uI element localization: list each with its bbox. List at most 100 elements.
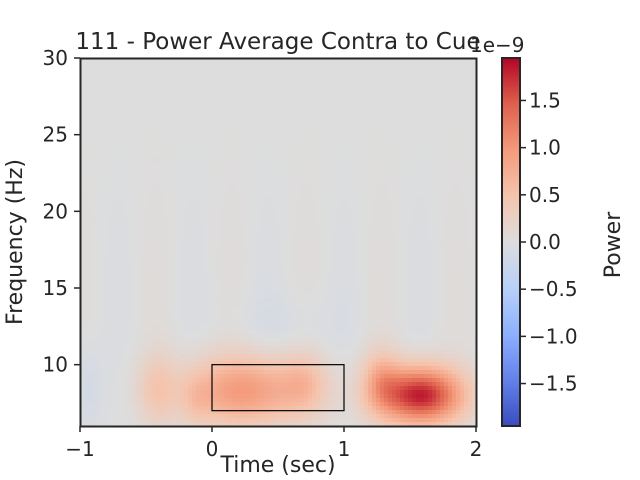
heatmap-cell (128, 78, 133, 83)
heatmap-cell (124, 138, 129, 143)
heatmap-cell (368, 202, 373, 207)
heatmap-cell (200, 146, 205, 151)
heatmap-cell (136, 194, 141, 199)
heatmap-cell (100, 146, 105, 151)
heatmap-cell (336, 110, 341, 115)
heatmap-cell (272, 66, 277, 71)
heatmap-cell (392, 70, 397, 75)
heatmap-cell (400, 82, 405, 87)
heatmap-cell (96, 86, 101, 91)
heatmap-cell (144, 246, 149, 251)
heatmap-cell (348, 162, 353, 167)
heatmap-cell (152, 70, 157, 75)
heatmap-cell (208, 70, 213, 75)
heatmap-cell (156, 110, 161, 115)
heatmap-cell (192, 198, 197, 203)
heatmap-cell (256, 130, 261, 135)
heatmap-cell (128, 174, 133, 179)
heatmap-cell (124, 114, 129, 119)
heatmap-cell (132, 70, 137, 75)
heatmap-cell (260, 66, 265, 71)
heatmap-cell (420, 198, 425, 203)
heatmap-cell (272, 190, 277, 195)
heatmap-cell (432, 182, 437, 187)
heatmap-cell (428, 74, 433, 79)
heatmap-cell (276, 106, 281, 111)
heatmap-cell (84, 158, 89, 163)
heatmap-cell (208, 246, 213, 251)
heatmap-cell (428, 186, 433, 191)
heatmap-cell (120, 250, 125, 255)
heatmap-cell (116, 258, 121, 263)
heatmap-cell (148, 62, 153, 67)
heatmap-cell (332, 142, 337, 147)
heatmap-cell (432, 206, 437, 211)
heatmap-cell (112, 230, 117, 235)
heatmap-cell (424, 90, 429, 95)
heatmap-cell (372, 162, 377, 167)
heatmap-cell (384, 90, 389, 95)
heatmap-cell (264, 246, 269, 251)
heatmap-cell (428, 98, 433, 103)
heatmap-cell (464, 118, 469, 123)
heatmap-cell (328, 254, 333, 259)
heatmap-cell (216, 94, 221, 99)
heatmap-cell (120, 198, 125, 203)
heatmap-cell (196, 74, 201, 79)
heatmap-cell (420, 178, 425, 183)
heatmap-cell (372, 94, 377, 99)
heatmap-cell (212, 166, 217, 171)
heatmap-cell (204, 62, 209, 67)
heatmap-cell (432, 150, 437, 155)
heatmap-cell (192, 226, 197, 231)
heatmap-cell (192, 106, 197, 111)
heatmap-cell (392, 74, 397, 79)
heatmap-cell (340, 190, 345, 195)
heatmap-cell (160, 138, 165, 143)
heatmap-cell (212, 194, 217, 199)
heatmap-cell (320, 66, 325, 71)
heatmap-cell (420, 110, 425, 115)
heatmap-cell (300, 114, 305, 119)
heatmap-cell (164, 230, 169, 235)
heatmap-cell (104, 70, 109, 75)
heatmap-cell (416, 122, 421, 127)
heatmap-cell (368, 230, 373, 235)
heatmap-cell (364, 242, 369, 247)
heatmap-cell (148, 90, 153, 95)
heatmap-cell (376, 238, 381, 243)
heatmap-cell (372, 170, 377, 175)
heatmap-cell (180, 62, 185, 67)
heatmap-cell (128, 214, 133, 219)
heatmap-cell (208, 82, 213, 87)
heatmap-cell (444, 166, 449, 171)
heatmap-cell (156, 198, 161, 203)
heatmap-cell (248, 194, 253, 199)
heatmap-cell (416, 174, 421, 179)
heatmap-cell (252, 254, 257, 259)
heatmap-cell (460, 74, 465, 79)
heatmap-cell (388, 78, 393, 83)
heatmap-cell (116, 246, 121, 251)
heatmap-cell (148, 154, 153, 159)
heatmap-cell (468, 202, 473, 207)
heatmap-cell (148, 218, 153, 223)
heatmap-cell (184, 202, 189, 207)
heatmap-cell (336, 178, 341, 183)
heatmap-cell (392, 142, 397, 147)
heatmap-cell (332, 230, 337, 235)
heatmap-cell (256, 234, 261, 239)
heatmap-cell (120, 222, 125, 227)
heatmap-cell (420, 166, 425, 171)
heatmap-cell (332, 190, 337, 195)
heatmap-cell (456, 170, 461, 175)
heatmap-cell (100, 106, 105, 111)
heatmap-cell (116, 78, 121, 83)
heatmap-cell (380, 130, 385, 135)
heatmap-cell (132, 222, 137, 227)
heatmap-cell (324, 154, 329, 159)
heatmap-cell (232, 186, 237, 191)
heatmap-cell (372, 210, 377, 215)
heatmap-cell (176, 70, 181, 75)
heatmap-cell (268, 206, 273, 211)
